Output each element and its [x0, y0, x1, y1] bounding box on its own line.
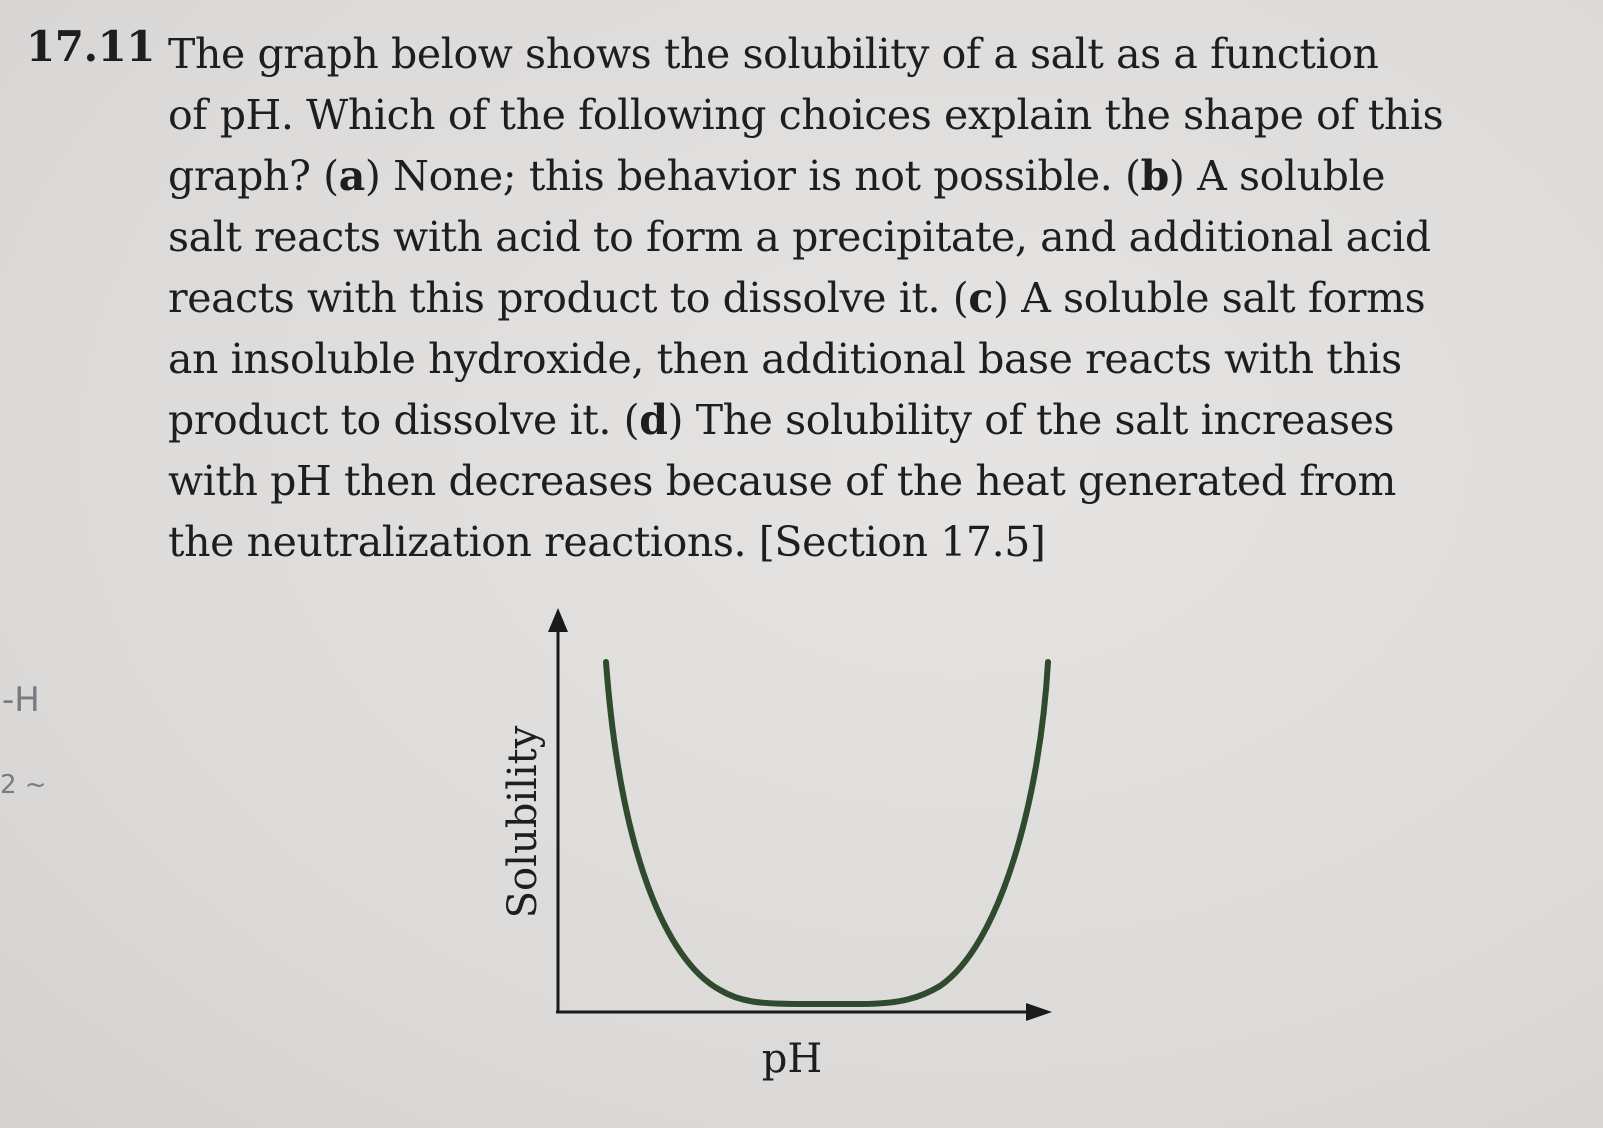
problem-text-line: with pH then decreases because of the he…	[168, 451, 1408, 512]
problem-text-line: an insoluble hydroxide, then additional …	[168, 329, 1408, 390]
text-segment: ) The solubility of the salt increases	[667, 396, 1395, 444]
solubility-curve	[603, 659, 1051, 1007]
problem-text-line: of pH. Which of the following choices ex…	[168, 85, 1444, 146]
text-segment: graph? (	[168, 152, 339, 200]
margin-pencil-mark: 2 ~	[0, 770, 47, 800]
problem-text-line: product to dissolve it. (d) The solubili…	[168, 390, 1408, 451]
text-segment: reacts with this product to dissolve it.…	[168, 274, 969, 322]
choice-letter: c	[968, 274, 993, 322]
text-segment: ) A soluble salt forms	[992, 274, 1426, 322]
x-axis-label: pH	[762, 1036, 823, 1082]
y-axis-arrow	[548, 608, 568, 632]
text-segment: The graph below shows the solubility of …	[168, 30, 1379, 78]
text-segment: an insoluble hydroxide, then additional …	[168, 335, 1402, 383]
x-axis-arrow	[1026, 1003, 1052, 1021]
text-segment: the neutralization reactions. [Section 1…	[168, 518, 1046, 566]
text-segment: of pH. Which of the following choices ex…	[168, 91, 1444, 139]
margin-pencil-mark: -H	[2, 680, 40, 720]
problem-number: 17.11	[26, 22, 156, 71]
problem-text-line: The graph below shows the solubility of …	[168, 24, 1408, 85]
problem-text-line: salt reacts with acid to form a precipit…	[168, 207, 1431, 268]
problem-text-line: reacts with this product to dissolve it.…	[168, 268, 1426, 329]
text-segment: ) None; this behavior is not possible. (	[364, 152, 1141, 200]
text-segment: with pH then decreases because of the he…	[168, 457, 1397, 505]
y-axis-label: Solubility	[500, 725, 546, 918]
text-segment: ) A soluble	[1168, 152, 1386, 200]
choice-letter: d	[639, 396, 668, 444]
choice-letter: b	[1140, 152, 1170, 200]
choice-letter: a	[338, 152, 366, 200]
solubility-graph: Solubility pH	[500, 608, 1052, 1082]
text-segment: salt reacts with acid to form a precipit…	[168, 213, 1431, 261]
problem-text-line: graph? (a) None; this behavior is not po…	[168, 146, 1408, 207]
problem-statement: The graph below shows the solubility of …	[168, 24, 1444, 573]
problem-text-line: the neutralization reactions. [Section 1…	[168, 512, 1408, 573]
text-segment: product to dissolve it. (	[168, 396, 640, 444]
